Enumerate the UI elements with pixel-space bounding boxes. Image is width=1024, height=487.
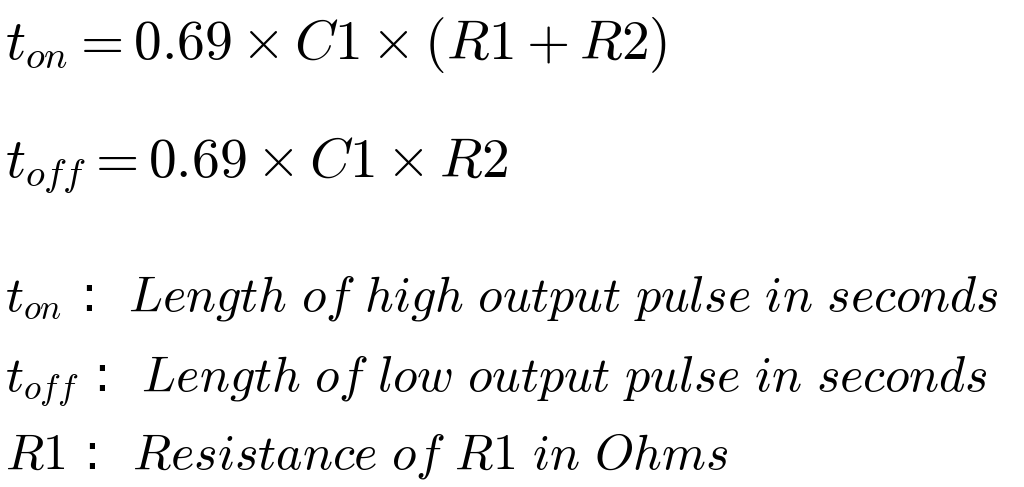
Text: $t_{on} = 0.69 \times C1 \times (R1 + R2)$: $t_{on} = 0.69 \times C1 \times (R1 + R2…	[5, 15, 668, 75]
Text: $t_{on}$ :  $\mathit{Length\ of\ high\ output\ pulse\ in\ seconds}$: $t_{on}$ : $\mathit{Length\ of\ high\ ou…	[5, 273, 998, 323]
Text: $R1$ :  $\mathit{Resistance\ of\ R1\ in\ Ohms}$: $R1$ : $\mathit{Resistance\ of\ R1\ in\ …	[5, 431, 728, 481]
Text: $t_{off}$ :  $\mathit{Length\ of\ low\ output\ pulse\ in\ seconds}$: $t_{off}$ : $\mathit{Length\ of\ low\ ou…	[5, 353, 988, 408]
Text: $t_{off} = 0.69 \times C1 \times R2$: $t_{off} = 0.69 \times C1 \times R2$	[5, 136, 509, 195]
